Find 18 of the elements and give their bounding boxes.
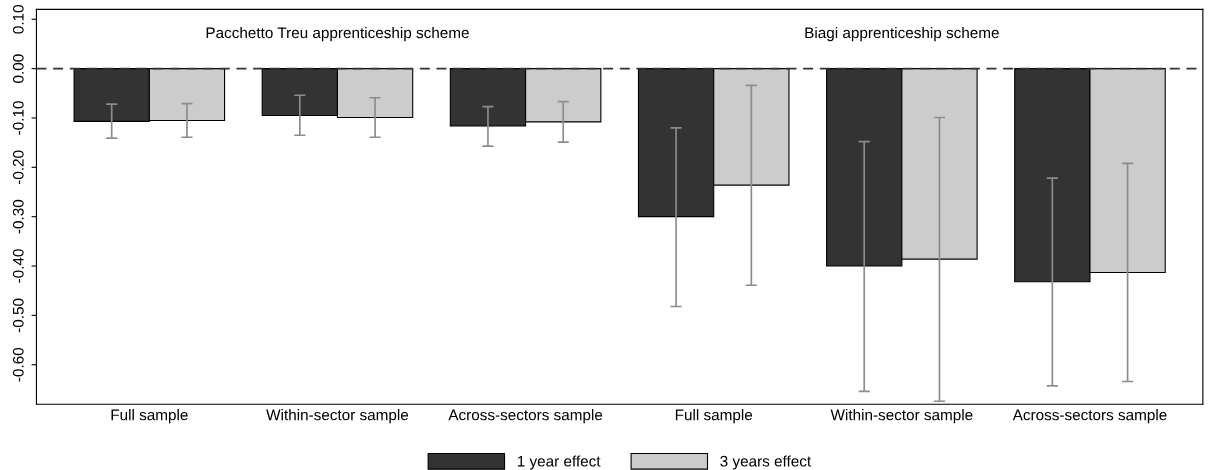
x-tick-label: Full sample: [675, 409, 753, 424]
annotation: Pacchetto Treu apprenticeship scheme: [206, 26, 469, 42]
y-tick-label: -0.50: [12, 298, 24, 333]
annotation: Biagi apprenticeship scheme: [805, 26, 999, 42]
x-tick-label: Across-sectors sample: [1012, 409, 1167, 424]
x-tick-label: Full sample: [111, 409, 188, 424]
y-tick-label: 0.00: [12, 54, 24, 83]
y-tick-label: -0.40: [12, 249, 24, 283]
y-tick-label: -0.60: [12, 347, 24, 382]
legend-label: 1 year effect: [517, 455, 601, 470]
x-tick-label: Across-sectors sample: [448, 409, 603, 424]
y-tick-label: -0.20: [12, 150, 24, 185]
x-tick-label: Within-sector sample: [830, 409, 973, 424]
y-tick-label: 0.10: [12, 5, 24, 34]
y-tick-label: -0.10: [12, 101, 24, 135]
y-tick-label: -0.30: [12, 199, 24, 234]
legend-label: 3 years effect: [720, 455, 812, 470]
x-tick-label: Within-sector sample: [266, 409, 409, 424]
